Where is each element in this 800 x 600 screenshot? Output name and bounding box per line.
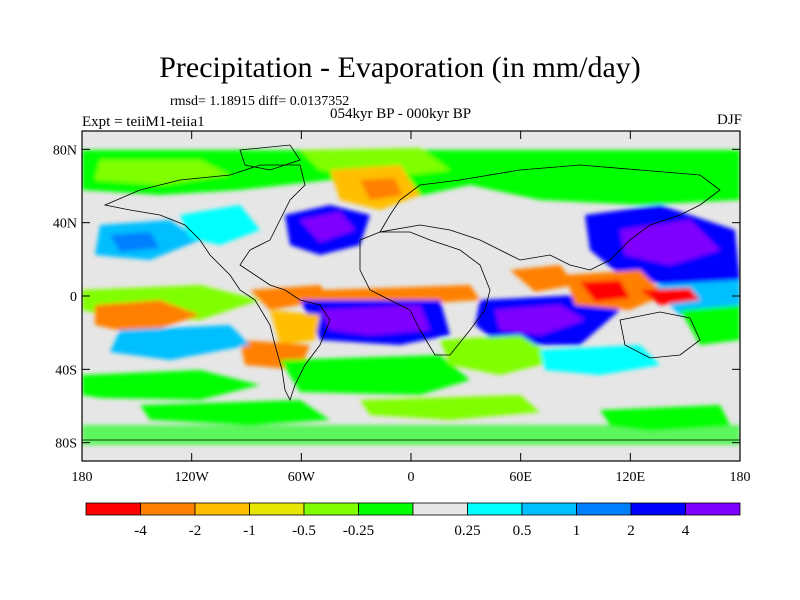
lon-tick-label: 60W <box>288 470 316 485</box>
experiment-label: Expt = teiiM1-teiia1 <box>82 114 205 130</box>
colorbar-label: -2 <box>189 523 202 539</box>
colorbar-swatch <box>630 502 686 516</box>
lon-tick-label: 0 <box>408 470 415 485</box>
lon-tick-label: 180 <box>730 470 751 485</box>
colorbar-label: 1 <box>573 523 581 539</box>
plot-title: Precipitation - Evaporation (in mm/day) <box>159 51 641 84</box>
lat-tick-label: 0 <box>70 290 77 305</box>
lon-tick-label: 120E <box>616 470 646 485</box>
colorbar-label: -4 <box>134 523 147 539</box>
colorbar-swatch <box>412 502 468 516</box>
colorbar-swatch <box>467 502 523 516</box>
lat-tick-label: 40S <box>55 363 77 378</box>
lon-axis: 180 120W 60W 0 60E 120E 180 <box>72 131 751 485</box>
colorbar-swatch <box>140 502 196 516</box>
colorbar-label: 4 <box>682 523 690 539</box>
lon-tick-label: 60E <box>509 470 532 485</box>
colorbar-swatch <box>85 502 141 516</box>
colorbar-label: 2 <box>627 523 635 539</box>
lat-tick-label: 80S <box>55 437 77 452</box>
lat-tick-label: 80N <box>53 143 77 158</box>
colorbar-label: -0.25 <box>343 523 374 539</box>
colorbar-swatch <box>685 502 741 516</box>
lon-tick-label: 180 <box>72 470 93 485</box>
season-label: DJF <box>716 112 742 128</box>
colorbar-label: -0.5 <box>292 523 316 539</box>
lat-axis: 80N 40N 0 40S 80S <box>53 143 740 452</box>
colorbar-swatch <box>194 502 250 516</box>
colorbar-label: 0.25 <box>454 523 480 539</box>
colorbar-swatch <box>303 502 359 516</box>
lon-tick-label: 120W <box>175 470 210 485</box>
colorbar-swatch <box>521 502 577 516</box>
lat-tick-label: 40N <box>53 217 77 232</box>
coastlines <box>82 144 740 441</box>
stats-text: rmsd= 1.18915 diff= 0.0137352 <box>170 94 350 109</box>
colorbar-swatch <box>358 502 414 516</box>
colorbar: -4 -2 -1 -0.5 -0.25 0.25 0.5 1 2 4 <box>85 502 741 539</box>
period-label: 054kyr BP - 000kyr BP <box>330 106 472 122</box>
anomaly-field <box>82 148 740 445</box>
colorbar-swatch <box>249 502 305 516</box>
colorbar-swatch <box>576 502 632 516</box>
colorbar-label: 0.5 <box>513 523 532 539</box>
colorbar-label: -1 <box>243 523 256 539</box>
